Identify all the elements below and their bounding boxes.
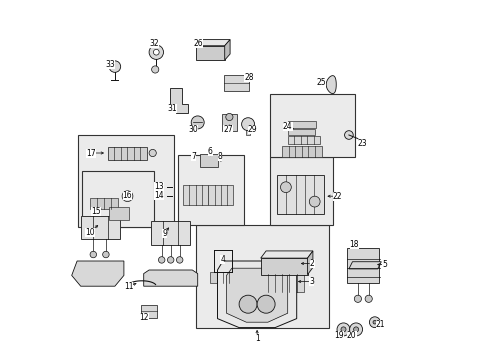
Bar <box>81 216 120 239</box>
Bar <box>196 225 328 328</box>
Polygon shape <box>260 258 307 275</box>
Text: 15: 15 <box>91 207 101 216</box>
Polygon shape <box>72 261 123 286</box>
Circle shape <box>365 295 371 302</box>
Circle shape <box>340 327 346 332</box>
Text: 12: 12 <box>140 313 149 322</box>
Polygon shape <box>170 88 187 113</box>
Text: 10: 10 <box>85 228 94 237</box>
Text: 5: 5 <box>382 260 386 269</box>
Bar <box>245 130 250 135</box>
Bar <box>222 114 236 131</box>
Bar <box>141 305 157 318</box>
Text: 2: 2 <box>309 259 314 268</box>
Bar <box>224 75 249 91</box>
Polygon shape <box>307 251 312 275</box>
Circle shape <box>336 323 349 336</box>
Circle shape <box>349 323 362 336</box>
Bar <box>208 185 232 205</box>
Circle shape <box>241 118 254 131</box>
Bar <box>270 157 333 225</box>
Text: 16: 16 <box>122 191 132 199</box>
Bar <box>151 221 190 245</box>
Text: 7: 7 <box>190 152 195 161</box>
Text: 4: 4 <box>220 255 225 264</box>
Bar <box>107 147 147 160</box>
Bar <box>210 272 235 283</box>
Text: 6: 6 <box>207 148 212 156</box>
Circle shape <box>257 295 275 313</box>
Bar <box>276 175 323 214</box>
Text: 1: 1 <box>254 334 259 343</box>
Text: 18: 18 <box>349 240 358 249</box>
Bar <box>178 155 244 225</box>
Bar <box>287 129 314 135</box>
Polygon shape <box>196 46 224 60</box>
Text: 33: 33 <box>105 60 115 69</box>
Bar <box>81 171 153 227</box>
Circle shape <box>153 49 159 55</box>
Text: 28: 28 <box>244 73 253 82</box>
Circle shape <box>372 320 376 324</box>
Circle shape <box>102 251 109 258</box>
Circle shape <box>109 61 121 72</box>
Text: 21: 21 <box>375 320 385 329</box>
Bar <box>78 135 173 227</box>
Circle shape <box>158 257 164 263</box>
Polygon shape <box>325 76 336 94</box>
Circle shape <box>149 45 163 59</box>
Circle shape <box>309 196 320 207</box>
Text: 14: 14 <box>154 191 163 199</box>
Polygon shape <box>196 40 230 46</box>
Text: 32: 32 <box>149 40 158 49</box>
Text: 31: 31 <box>167 104 177 113</box>
Polygon shape <box>226 268 287 322</box>
Circle shape <box>191 116 204 129</box>
Text: 20: 20 <box>346 331 356 340</box>
Text: 19: 19 <box>333 331 343 340</box>
Bar <box>270 94 354 157</box>
Circle shape <box>151 66 159 73</box>
Circle shape <box>280 182 291 193</box>
Circle shape <box>225 113 232 121</box>
Text: 30: 30 <box>188 125 198 134</box>
Text: 13: 13 <box>154 182 163 191</box>
Circle shape <box>167 257 174 263</box>
Polygon shape <box>348 262 381 269</box>
Text: 29: 29 <box>247 125 257 134</box>
Text: 26: 26 <box>193 40 203 49</box>
Polygon shape <box>143 270 197 286</box>
Text: 27: 27 <box>223 125 233 134</box>
Bar <box>183 185 207 205</box>
Circle shape <box>344 131 352 139</box>
Bar <box>260 274 303 292</box>
Text: 22: 22 <box>332 192 342 201</box>
Polygon shape <box>217 261 296 328</box>
Polygon shape <box>260 251 312 258</box>
Bar <box>109 207 129 220</box>
Bar <box>89 198 118 209</box>
Text: 8: 8 <box>217 152 222 161</box>
Polygon shape <box>224 40 230 60</box>
Circle shape <box>353 327 358 332</box>
Bar <box>287 136 320 144</box>
Circle shape <box>354 295 361 302</box>
Bar <box>346 248 379 283</box>
Text: 25: 25 <box>315 77 325 86</box>
Text: 3: 3 <box>308 277 313 286</box>
Bar <box>282 146 321 157</box>
Text: 9: 9 <box>162 229 167 238</box>
Bar <box>200 154 218 167</box>
Text: 17: 17 <box>86 149 95 158</box>
Text: 11: 11 <box>123 282 133 291</box>
Text: 24: 24 <box>283 122 292 131</box>
Circle shape <box>122 191 133 202</box>
Text: 23: 23 <box>357 139 366 148</box>
Circle shape <box>239 295 257 313</box>
Circle shape <box>90 251 96 258</box>
Circle shape <box>368 317 380 328</box>
Circle shape <box>149 149 156 157</box>
Bar <box>287 121 316 128</box>
Circle shape <box>176 257 183 263</box>
